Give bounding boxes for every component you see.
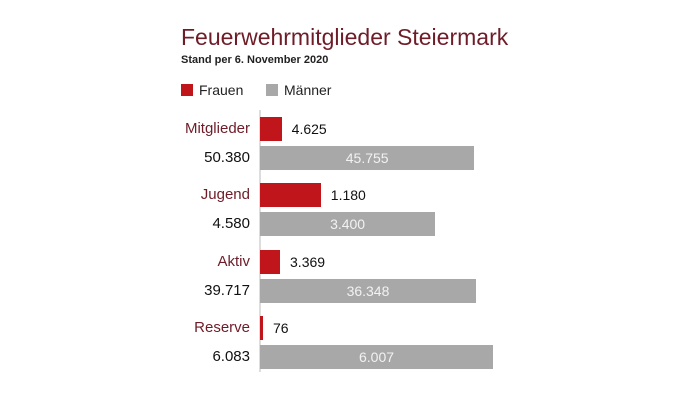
category-total: 4.580 bbox=[212, 215, 250, 232]
category-label: Aktiv bbox=[217, 253, 250, 270]
legend-maenner: Männer bbox=[266, 82, 331, 98]
bar-frauen bbox=[260, 316, 263, 340]
category-label: Jugend bbox=[200, 186, 250, 203]
category-label: Reserve bbox=[194, 319, 250, 336]
bar-maenner: 36.348 bbox=[260, 279, 476, 303]
bar-frauen bbox=[260, 250, 281, 274]
bar-frauen bbox=[260, 183, 321, 207]
category-total: 6.083 bbox=[212, 348, 250, 365]
value-label-frauen: 4.625 bbox=[291, 121, 327, 137]
bar-maenner: 6.007 bbox=[260, 345, 494, 369]
chart-subtitle: Stand per 6. November 2020 bbox=[181, 54, 329, 66]
legend-label: Frauen bbox=[199, 82, 244, 98]
category-label: Mitglieder bbox=[184, 120, 250, 137]
legend-swatch-maenner bbox=[266, 84, 278, 96]
legend-swatch-frauen bbox=[181, 84, 193, 96]
category-total: 50.380 bbox=[204, 149, 250, 166]
axis-line bbox=[259, 110, 261, 372]
value-label-frauen: 76 bbox=[273, 320, 289, 336]
bar-frauen bbox=[260, 117, 282, 141]
bar-maenner: 45.755 bbox=[260, 146, 475, 170]
value-label-frauen: 3.369 bbox=[290, 254, 326, 270]
category-total: 39.717 bbox=[204, 282, 250, 299]
chart-title: Feuerwehrmitglieder Steiermark bbox=[181, 24, 509, 50]
legend-label: Männer bbox=[284, 82, 332, 98]
value-label-frauen: 1.180 bbox=[330, 187, 366, 203]
bar-maenner: 3.400 bbox=[260, 212, 436, 236]
legend-frauen: Frauen bbox=[181, 82, 243, 98]
